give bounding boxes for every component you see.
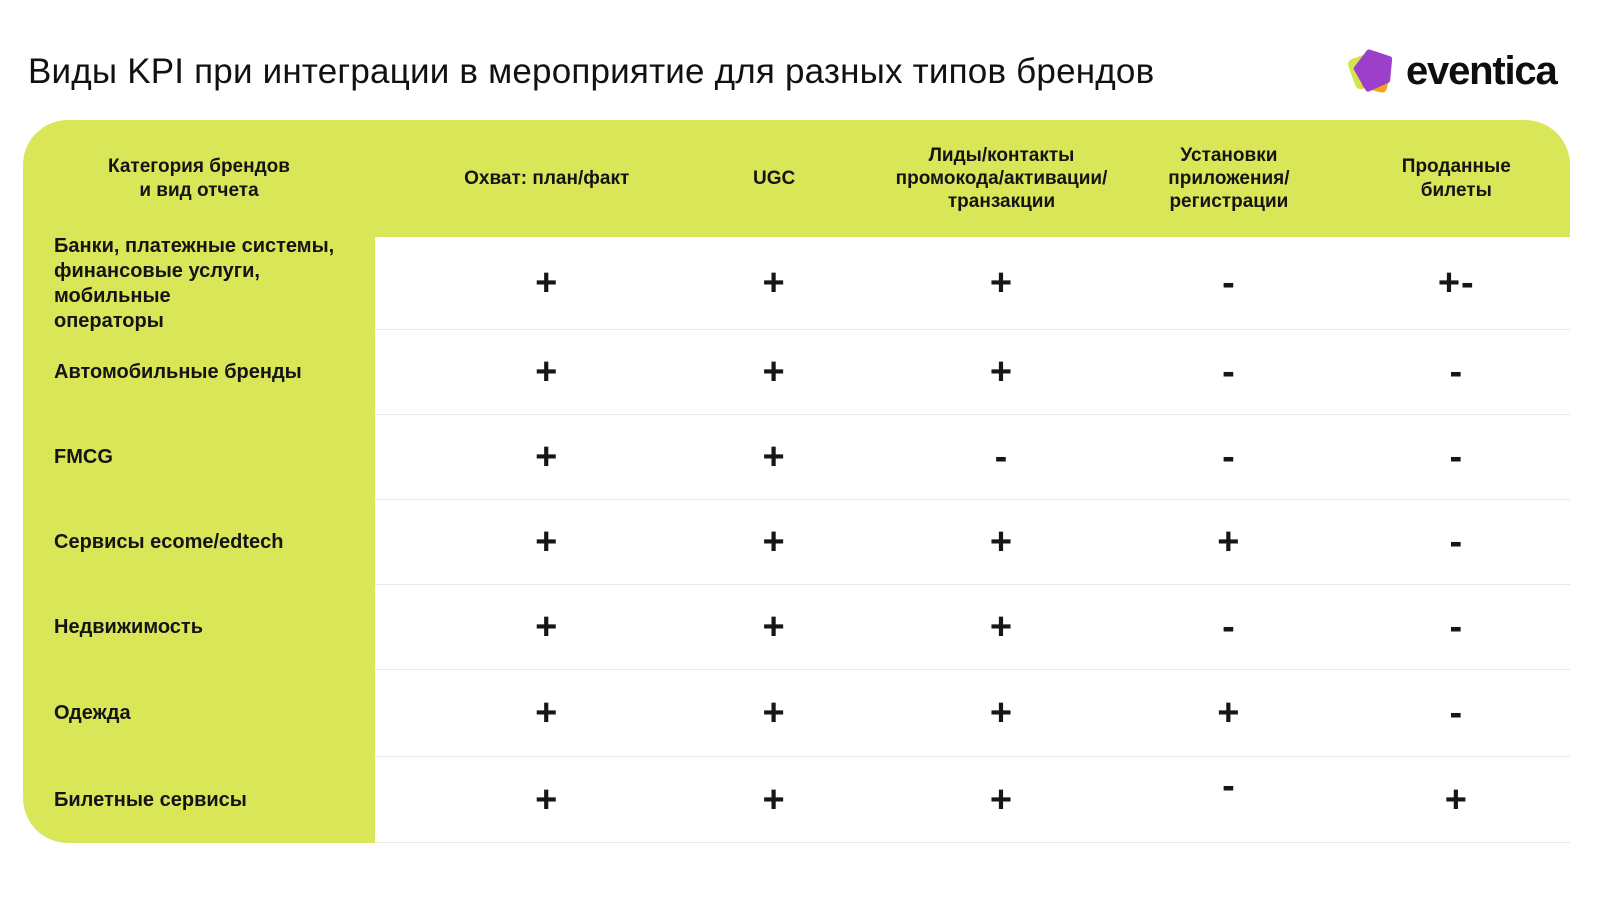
kpi-value: +	[762, 606, 786, 648]
kpi-value: +	[1444, 778, 1468, 821]
kpi-value: +	[535, 351, 559, 393]
row-label: FMCG	[54, 446, 113, 468]
table-row: + + + - -	[375, 585, 1570, 670]
kpi-value: -	[1222, 436, 1236, 478]
kpi-value: -	[994, 436, 1009, 478]
values-area: + + + - +- + + + - - + +	[375, 237, 1570, 843]
kpi-value: -	[1449, 606, 1464, 648]
kpi-value: +	[989, 778, 1014, 821]
kpi-value: +	[535, 521, 559, 563]
table-row: + + + - -	[375, 330, 1570, 415]
category-column: Банки, платежные системы, финансовые усл…	[23, 237, 375, 843]
table-row: + + + + -	[375, 670, 1570, 757]
column-header-reach: Охват: план/факт	[464, 167, 630, 189]
kpi-value: +	[989, 351, 1014, 393]
table-body: Банки, платежные системы, финансовые усл…	[23, 237, 1570, 843]
kpi-table: Категория брендов и вид отчета Охват: пл…	[23, 120, 1570, 843]
kpi-value: -	[1222, 606, 1236, 648]
kpi-value: -	[1449, 351, 1464, 393]
column-header-installs: Установки приложения/ регистрации	[1168, 144, 1290, 213]
table-row: + + + + -	[375, 500, 1570, 585]
row-label: Недвижимость	[54, 616, 204, 638]
row-label: Автомобильные бренды	[54, 361, 302, 383]
kpi-value: -	[1449, 436, 1464, 478]
page-title: Виды KPI при интеграции в мероприятие дл…	[28, 52, 1155, 91]
row-label: Банки, платежные системы, финансовые усл…	[54, 237, 335, 332]
kpi-value: +	[762, 351, 786, 393]
kpi-value: +	[762, 521, 786, 563]
column-header-leads: Лиды/контакты промокода/активации/ транз…	[895, 144, 1108, 213]
logo-wordmark: eventica	[1406, 48, 1558, 93]
row-label: Одежда	[54, 702, 131, 724]
kpi-value: -	[1222, 351, 1236, 393]
kpi-value: -	[1222, 764, 1236, 807]
kpi-value: +	[535, 262, 559, 304]
kpi-value: +	[762, 436, 786, 478]
row-label: Сервисы ecome/edtech	[54, 531, 284, 553]
column-header-tickets: Проданные билеты	[1401, 156, 1511, 201]
kpi-value: +	[535, 436, 559, 478]
kpi-value: +	[762, 778, 786, 821]
column-header-ugc: UGC	[752, 167, 796, 189]
kpi-value: +	[535, 692, 559, 734]
kpi-value: -	[1222, 262, 1236, 304]
kpi-value: -	[1449, 692, 1464, 734]
column-header-category: Категория брендов и вид отчета	[108, 156, 290, 201]
kpi-value: +	[762, 692, 786, 734]
kpi-value: +-	[1437, 262, 1475, 304]
kpi-value: +	[989, 692, 1014, 734]
eventica-logo-icon	[1348, 48, 1393, 93]
kpi-value: +	[989, 521, 1014, 563]
kpi-value: +	[1217, 521, 1241, 563]
kpi-value: -	[1449, 521, 1464, 563]
kpi-value: +	[989, 606, 1014, 648]
table-row: + + + - +	[375, 757, 1570, 843]
kpi-value: +	[989, 262, 1014, 304]
logo: eventica	[1347, 42, 1558, 100]
table-row: + + + - +-	[375, 237, 1570, 330]
kpi-value: +	[1217, 692, 1241, 734]
row-label: Билетные сервисы	[54, 788, 247, 811]
kpi-value: +	[762, 262, 786, 304]
table-header-row: Категория брендов и вид отчета Охват: пл…	[23, 120, 1570, 237]
kpi-value: +	[535, 778, 559, 821]
table-row: + + - - -	[375, 415, 1570, 500]
kpi-value: +	[535, 606, 559, 648]
